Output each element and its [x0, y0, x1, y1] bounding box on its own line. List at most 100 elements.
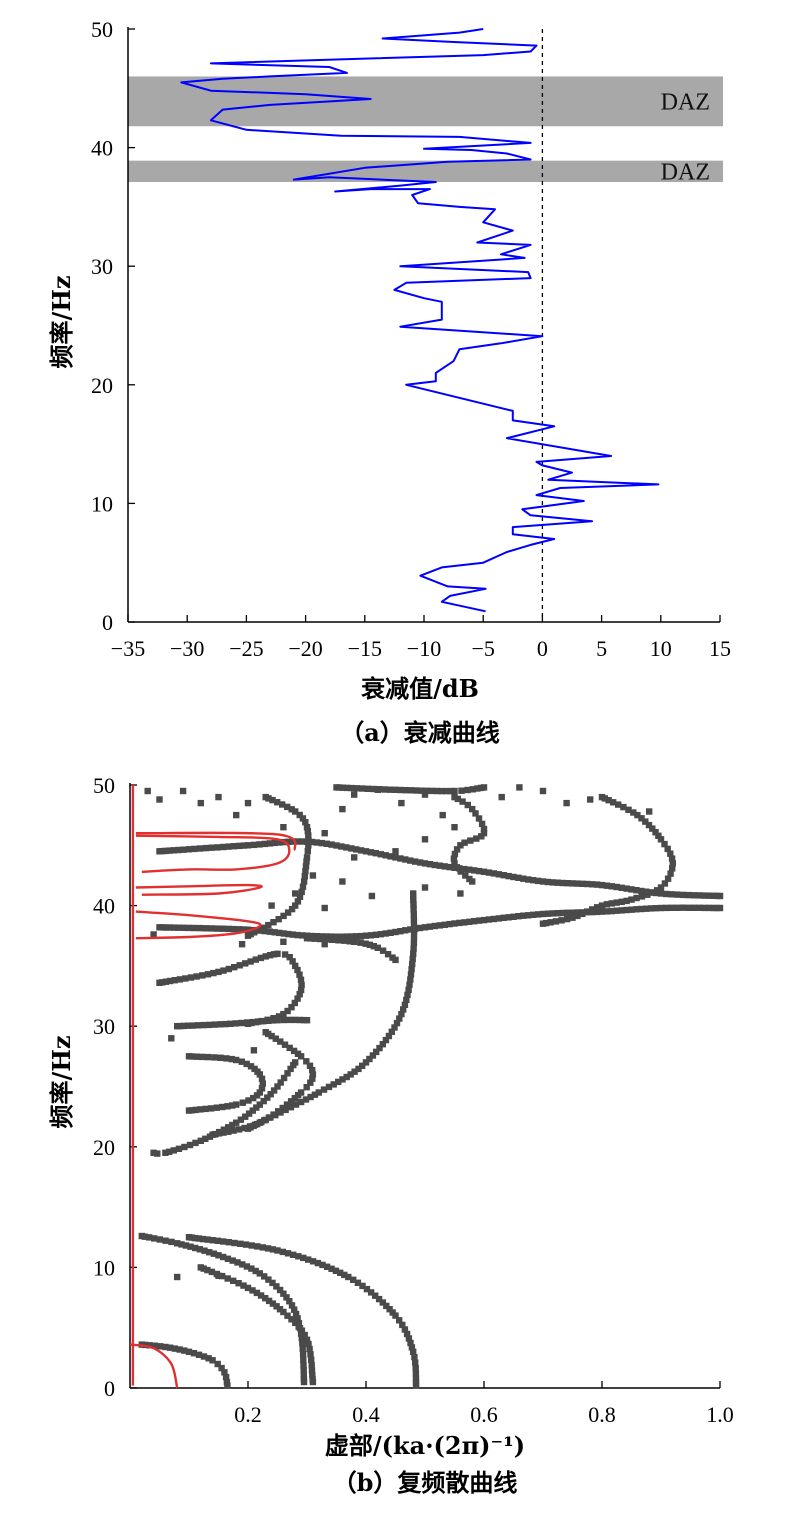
dispersion-point — [296, 811, 303, 819]
dispersion-point — [283, 1101, 291, 1108]
dispersion-point — [292, 902, 299, 909]
dispersion-point — [710, 904, 717, 912]
dispersion-point — [266, 928, 274, 935]
dispersion-point — [178, 1241, 185, 1248]
dispersion-point — [657, 836, 665, 843]
dispersion-point — [633, 906, 640, 913]
dispersion-point — [299, 1351, 307, 1358]
dispersion-point — [243, 1060, 250, 1068]
dispersion-point — [269, 1279, 276, 1287]
dispersion-point — [210, 969, 217, 977]
dispersion-point — [564, 915, 571, 923]
x-tick-label-a: 10 — [650, 636, 672, 661]
dispersion-point — [219, 843, 227, 851]
dispersion-point — [289, 931, 297, 938]
dispersion-point — [187, 974, 195, 981]
dispersion-point — [644, 891, 651, 898]
dispersion-point — [587, 796, 594, 803]
x-tick-label-a: 0 — [537, 636, 548, 661]
dispersion-point — [235, 926, 243, 933]
dispersion-point — [642, 818, 649, 825]
dispersion-point — [564, 909, 571, 916]
dispersion-point — [307, 1079, 314, 1086]
dispersion-point — [244, 842, 252, 849]
dispersion-point — [569, 880, 576, 887]
dispersion-point — [204, 1236, 211, 1243]
dispersion-point — [505, 872, 512, 880]
dispersion-point — [396, 1015, 403, 1022]
dispersion-point — [292, 1310, 300, 1318]
dispersion-point — [475, 815, 483, 822]
dispersion-point — [289, 958, 296, 965]
dispersion-point — [297, 1053, 305, 1060]
dispersion-point — [490, 870, 497, 877]
dispersion-point — [409, 960, 416, 968]
dispersion-point — [309, 872, 317, 879]
dispersion-point — [454, 795, 461, 803]
dispersion-point — [341, 937, 348, 944]
dispersion-red-curve — [135, 883, 263, 896]
dispersion-point — [220, 967, 227, 974]
dispersion-point — [552, 918, 560, 925]
dispersion-point — [265, 1276, 272, 1283]
dispersion-point — [300, 1367, 307, 1374]
dispersion-point — [277, 1109, 284, 1116]
dispersion-point — [271, 929, 278, 936]
dispersion-point — [269, 796, 276, 804]
dispersion-point — [643, 905, 650, 912]
dispersion-point — [290, 1047, 298, 1055]
dispersion-point — [288, 1302, 296, 1309]
dispersion-point — [265, 1030, 272, 1038]
dispersion-point — [197, 1106, 204, 1113]
dispersion-point — [328, 1265, 335, 1272]
dispersion-point — [630, 809, 637, 816]
dispersion-point — [603, 882, 611, 889]
dispersion-point — [302, 867, 309, 875]
dispersion-point — [292, 1016, 299, 1024]
dispersion-point — [252, 956, 259, 963]
dispersion-point — [458, 787, 465, 794]
dispersion-point — [373, 1048, 380, 1056]
dispersion-point — [610, 799, 617, 806]
dispersion-point — [168, 1238, 175, 1246]
dispersion-point — [608, 900, 615, 907]
dispersion-point — [300, 1356, 307, 1364]
dispersion-point — [388, 1028, 395, 1035]
dispersion-point — [294, 966, 301, 974]
dispersion-point — [396, 1317, 403, 1324]
dispersion-point — [284, 1312, 291, 1319]
dispersion-point — [335, 1078, 342, 1086]
dispersion-point — [351, 938, 358, 945]
dispersion-point — [603, 908, 611, 915]
dispersion-point — [623, 906, 630, 914]
dispersion-point — [579, 910, 586, 918]
dispersion-point — [302, 862, 310, 870]
dispersion-point — [299, 815, 307, 822]
dispersion-point — [405, 986, 412, 994]
dispersion-point — [469, 878, 476, 885]
dispersion-point — [377, 931, 384, 938]
dispersion-point — [413, 787, 420, 794]
dispersion-point — [485, 869, 493, 876]
dispersion-point — [366, 1055, 373, 1063]
dispersion-point — [209, 1237, 216, 1244]
dispersion-point — [608, 883, 615, 890]
dispersion-point — [215, 1130, 223, 1137]
dispersion-point — [256, 1071, 263, 1078]
dispersion-point — [401, 1326, 409, 1333]
dispersion-point — [141, 1233, 149, 1240]
dispersion-point — [589, 906, 596, 913]
dispersion-point — [321, 941, 328, 948]
dispersion-point — [240, 842, 247, 849]
dispersion-point — [236, 962, 243, 969]
dispersion-point — [367, 849, 375, 856]
dispersion-point — [300, 878, 308, 885]
dispersion-point — [150, 931, 157, 938]
dispersion-point — [218, 1364, 225, 1372]
dispersion-point — [244, 1284, 252, 1292]
dispersion-point — [306, 1345, 313, 1353]
dispersion-point — [296, 1016, 304, 1024]
dispersion-point — [279, 801, 286, 808]
dispersion-point — [225, 1124, 232, 1131]
